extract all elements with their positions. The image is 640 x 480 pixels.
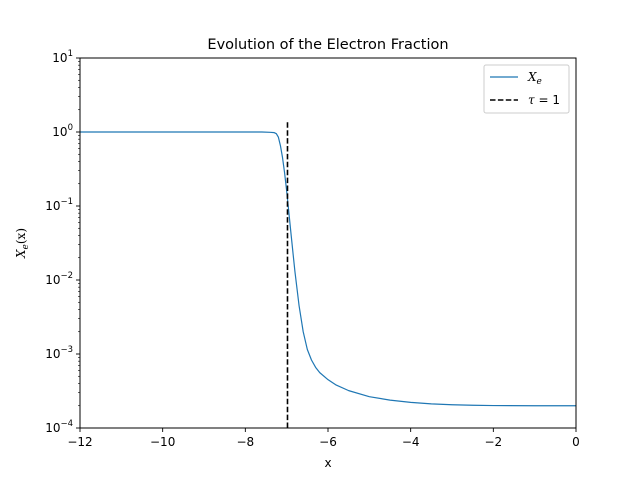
legend-label-xe-main: X (527, 70, 537, 84)
y-tick-label: 101 (52, 49, 73, 65)
legend-label-tau: τ = 1 (528, 93, 560, 107)
y-tick-label: 100 (52, 123, 73, 139)
y-tick-label: 10−1 (45, 197, 73, 213)
x-tick-label: 0 (572, 435, 580, 449)
y-axis-label-sub: e (21, 244, 31, 249)
legend-label-xe: Xe (527, 70, 542, 87)
y-tick-label: 10−4 (45, 419, 73, 435)
x-tick-label: −8 (236, 435, 254, 449)
chart-title: Evolution of the Electron Fraction (207, 37, 448, 53)
y-axis: 10−4 10−3 10−2 10−1 100 101 (45, 49, 80, 435)
series-group (80, 120, 576, 428)
x-tick-label: −4 (402, 435, 420, 449)
legend-label-tau-main: τ (528, 93, 535, 107)
x-tick-label: −10 (150, 435, 175, 449)
legend-label-tau-rest: = 1 (535, 93, 560, 107)
legend: Xe τ = 1 (483, 64, 570, 114)
series-line-xe (80, 131, 576, 407)
y-axis-label-rest: (x) (14, 228, 28, 244)
y-axis-label: Xe(x) (14, 228, 31, 259)
x-axis-label: x (324, 456, 331, 470)
legend-label-xe-sub: e (537, 77, 542, 87)
y-axis-label-main: X (14, 249, 28, 259)
x-axis: −12 −10 −8 −6 −4 −2 0 (67, 428, 580, 449)
x-tick-label: −6 (319, 435, 337, 449)
x-tick-label: −2 (484, 435, 502, 449)
y-tick-label: 10−3 (45, 345, 73, 361)
y-tick-label: 10−2 (45, 271, 73, 287)
x-tick-label: −12 (67, 435, 92, 449)
